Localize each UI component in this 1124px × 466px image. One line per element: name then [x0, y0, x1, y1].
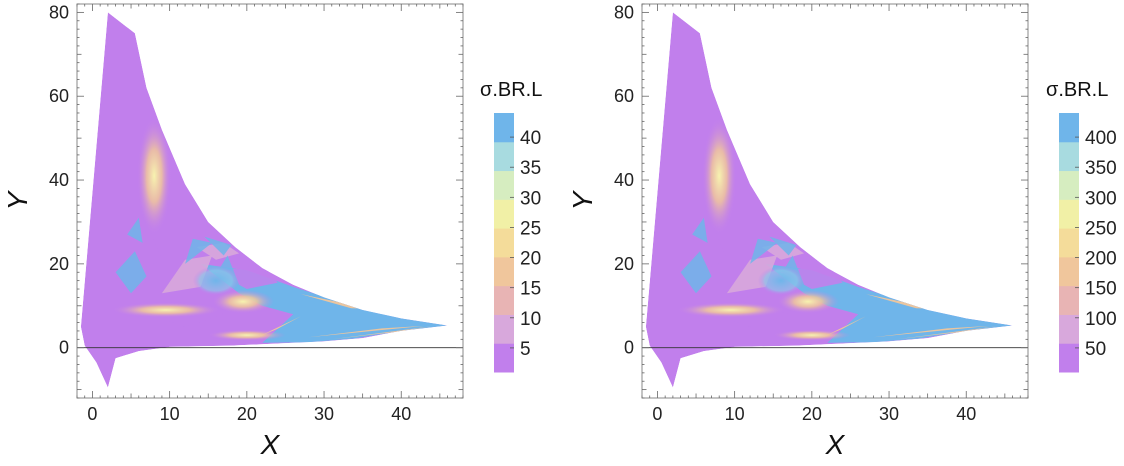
x-tick-label: 0 [652, 404, 662, 424]
chart-panel-left: 0 10 20 30 40 0 20 40 60 80 X Yσ.BR.L 5 10 15 20 25 30 35 4… [2, 2, 542, 460]
legend-swatch [494, 343, 514, 373]
region-patch [204, 236, 232, 256]
region-stripe [873, 325, 990, 338]
y-axis-label: Y [2, 189, 33, 210]
region-hotspot [111, 302, 220, 318]
legend-tick-label: 200 [1085, 249, 1117, 270]
x-axis-label: X [260, 429, 281, 460]
region-hotspot [208, 329, 286, 341]
y-tick-label: 60 [614, 86, 634, 106]
y-axis-label: Y [567, 189, 598, 210]
y-tick-label: 60 [49, 86, 69, 106]
y-tick-label: 40 [49, 170, 69, 190]
color-legend: σ.BR.L 50 100 150 200 250 300 350 400 [1046, 79, 1117, 373]
y-tick-label: 0 [624, 338, 634, 358]
legend-swatch [494, 314, 514, 344]
y-tick-label: 40 [614, 170, 634, 190]
region-patch [692, 217, 708, 243]
legend-tick-label: 250 [1085, 218, 1117, 239]
region-hotspot [212, 289, 274, 314]
region-patch [680, 251, 712, 294]
region-patch [185, 238, 213, 264]
y-tick-label: 80 [49, 2, 69, 22]
legend-tick-label: 35 [520, 158, 541, 179]
legend-title: σ.BR.L [480, 79, 542, 101]
y-tick-label: 20 [49, 254, 69, 274]
x-tick-label: 40 [391, 404, 411, 424]
x-tick-label: 20 [802, 404, 822, 424]
region-hotspot [702, 117, 737, 235]
color-legend: σ.BR.L 5 10 15 20 25 30 35 40 [480, 79, 542, 373]
x-axis-label: X [825, 429, 846, 460]
x-tick-label: 0 [87, 404, 97, 424]
legend-swatch [494, 141, 514, 172]
legend-tick-label: 300 [1085, 188, 1117, 209]
legend-swatch [1059, 314, 1079, 344]
legend-tick-label: 5 [520, 339, 531, 360]
region-stripe [331, 326, 433, 340]
region-patch [769, 236, 797, 256]
legend-tick-label: 10 [520, 309, 541, 330]
x-tick-label: 10 [160, 404, 180, 424]
legend-swatch [494, 256, 514, 287]
y-tick-label: 0 [59, 338, 69, 358]
x-tick-label: 10 [725, 404, 745, 424]
legend-title: σ.BR.L [1046, 79, 1108, 101]
region-patch [127, 217, 143, 243]
legend-swatch [1059, 256, 1079, 287]
region-hotspot [757, 265, 805, 296]
density-region [80, 12, 448, 388]
x-tick-label: 40 [956, 404, 976, 424]
legend-swatch [494, 113, 514, 143]
legend-tick-label: 50 [1085, 339, 1106, 360]
region-hotspot [777, 289, 839, 314]
region-base [80, 12, 448, 388]
legend-swatch [1059, 113, 1079, 143]
legend-swatch [1059, 285, 1079, 315]
legend-tick-label: 20 [520, 249, 541, 270]
region-stripe [896, 326, 998, 340]
region-base [645, 12, 1013, 388]
legend-swatch [494, 170, 514, 200]
region-hotspot [192, 265, 240, 296]
x-tick-label: 30 [879, 404, 899, 424]
legend-swatch [494, 228, 514, 258]
density-region [645, 12, 1013, 388]
legend-swatch [1059, 170, 1079, 200]
y-tick-label: 80 [614, 2, 634, 22]
region-patch [115, 251, 147, 294]
legend-swatch [1059, 199, 1079, 229]
x-tick-label: 30 [314, 404, 334, 424]
legend-swatch [494, 285, 514, 315]
legend-swatch [1059, 141, 1079, 172]
legend-tick-label: 15 [520, 279, 541, 300]
legend-swatch [1059, 228, 1079, 258]
legend-tick-label: 400 [1085, 128, 1117, 149]
y-tick-label: 20 [614, 254, 634, 274]
legend-tick-label: 40 [520, 128, 541, 149]
legend-tick-label: 30 [520, 188, 541, 209]
region-patch [750, 238, 778, 264]
region-hotspot [773, 329, 851, 341]
region-hotspot [137, 117, 172, 235]
legend-tick-label: 25 [520, 218, 541, 239]
chart-panel-right: 0 10 20 30 40020406080XYσ.BR.L50100150200250… [567, 2, 1117, 460]
legend-tick-label: 150 [1085, 279, 1117, 300]
legend-tick-label: 350 [1085, 158, 1117, 179]
region-stripe [308, 325, 425, 338]
region-hotspot [676, 302, 785, 318]
legend-swatch [494, 199, 514, 229]
x-tick-label: 20 [237, 404, 257, 424]
legend-tick-label: 100 [1085, 309, 1117, 330]
legend-swatch [1059, 343, 1079, 373]
